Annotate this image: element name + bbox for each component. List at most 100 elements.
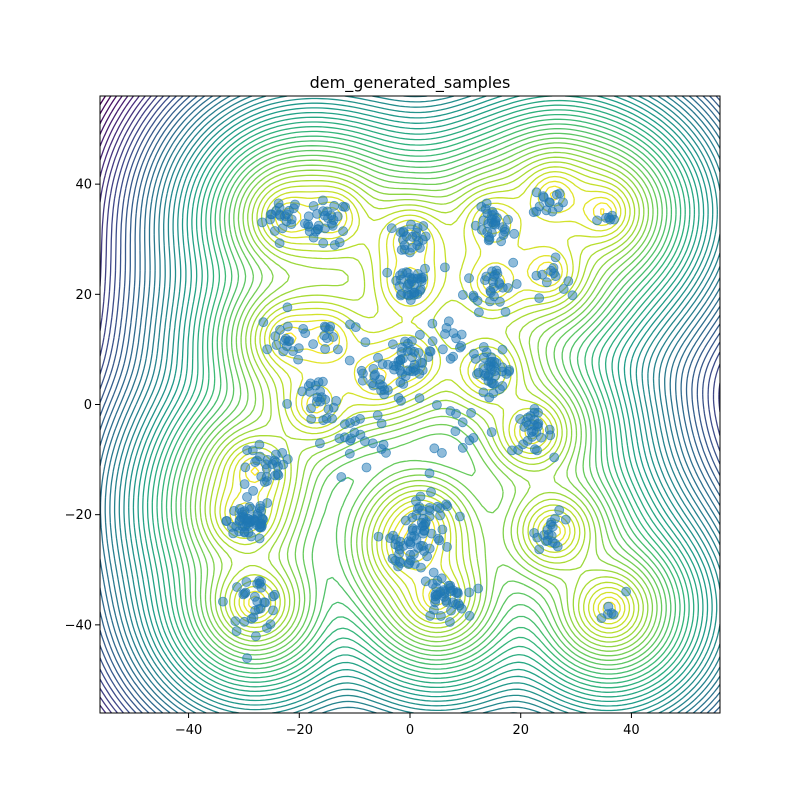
scatter-point <box>390 539 401 550</box>
scatter-point <box>417 521 428 532</box>
scatter-point <box>500 306 511 317</box>
scatter-points <box>217 187 631 664</box>
scatter-point <box>239 616 250 627</box>
scatter-point <box>437 524 448 535</box>
scatter-point <box>567 290 578 301</box>
contour-level <box>100 96 112 115</box>
scatter-point <box>298 323 309 334</box>
scatter-point <box>486 377 497 388</box>
contour-level <box>100 96 720 713</box>
scatter-point <box>532 445 542 456</box>
scatter-point <box>248 485 259 496</box>
scatter-point <box>254 533 265 544</box>
scatter-point <box>265 214 276 225</box>
x-tick-label: 20 <box>512 723 529 738</box>
scatter-point <box>398 227 409 238</box>
contour-level <box>100 96 129 147</box>
scatter-point <box>554 505 565 516</box>
contour-level <box>189 142 658 657</box>
scatter-point <box>558 284 569 294</box>
scatter-point <box>457 417 468 428</box>
scatter-point <box>503 214 513 225</box>
scatter-point <box>407 231 418 242</box>
scatter-point <box>607 210 617 221</box>
scatter-point <box>427 336 438 347</box>
scatter-point <box>425 610 436 621</box>
scatter-point <box>445 353 456 364</box>
scatter-point <box>345 319 355 330</box>
scatter-point <box>428 567 439 578</box>
scatter-point <box>541 277 552 288</box>
scatter-point <box>549 452 560 463</box>
scatter-point <box>262 498 273 508</box>
scatter-point <box>332 344 343 355</box>
scatter-point <box>439 262 450 273</box>
scatter-point <box>420 231 431 242</box>
scatter-point <box>406 219 416 230</box>
scatter-point <box>436 447 447 458</box>
scatter-point <box>523 420 534 431</box>
scatter-point <box>478 387 489 398</box>
contour-level <box>165 118 681 680</box>
scatter-point <box>255 577 266 587</box>
scatter-point <box>344 448 355 459</box>
scatter-point <box>340 202 351 212</box>
scatter-point <box>558 197 568 208</box>
scatter-point <box>473 307 484 318</box>
contour-level <box>146 99 699 698</box>
scatter-point <box>534 293 545 304</box>
scatter-point <box>361 462 372 473</box>
scatter-point <box>531 270 542 281</box>
scatter-point <box>241 577 252 587</box>
scatter-point <box>414 393 425 404</box>
y-tick-label: 40 <box>75 178 92 193</box>
scatter-point <box>395 274 406 285</box>
scatter-point <box>303 381 314 391</box>
scatter-point <box>260 597 271 608</box>
chart-title: dem_generated_samples <box>310 73 511 93</box>
scatter-point <box>395 377 406 388</box>
scatter-point <box>476 201 487 212</box>
scatter-point <box>414 242 425 253</box>
scatter-point <box>424 502 435 513</box>
contour-level <box>128 96 718 713</box>
scatter-point <box>531 187 542 198</box>
axes: −40 −20 0 20 40 −40 −20 0 20 40 <box>65 178 640 738</box>
scatter-point <box>274 238 285 249</box>
scatter-point <box>400 371 411 382</box>
scatter-point <box>486 427 497 438</box>
scatter-point <box>443 316 454 327</box>
scatter-point <box>334 433 345 444</box>
scatter-point <box>621 586 631 597</box>
contour-level <box>109 96 720 713</box>
scatter-point <box>318 206 329 217</box>
scatter-point <box>338 226 349 237</box>
scatter-point <box>544 197 555 208</box>
scatter-point <box>242 653 253 664</box>
contour-level <box>100 96 720 713</box>
scatter-point <box>522 435 533 446</box>
x-tick-label: 0 <box>406 723 414 738</box>
scatter-point <box>491 265 502 276</box>
contour-level <box>100 96 720 713</box>
contour-level <box>175 128 672 671</box>
scatter-point <box>255 519 266 529</box>
scatter-point <box>312 224 323 235</box>
scatter-point <box>464 587 475 598</box>
scatter-point <box>472 369 482 380</box>
scatter-point <box>440 329 450 339</box>
scatter-point <box>373 531 384 542</box>
contour-level <box>100 96 123 135</box>
scatter-point <box>293 343 304 354</box>
scatter-point <box>509 228 520 239</box>
scatter-point <box>336 472 347 482</box>
contour-level <box>132 96 713 712</box>
scatter-point <box>511 279 522 289</box>
scatter-point <box>464 273 474 284</box>
scatter-point <box>321 413 332 424</box>
contour-level <box>100 96 720 713</box>
scatter-point <box>387 339 398 350</box>
scatter-point <box>221 516 232 526</box>
scatter-point <box>412 503 423 514</box>
y-tick-label: −20 <box>65 508 92 523</box>
